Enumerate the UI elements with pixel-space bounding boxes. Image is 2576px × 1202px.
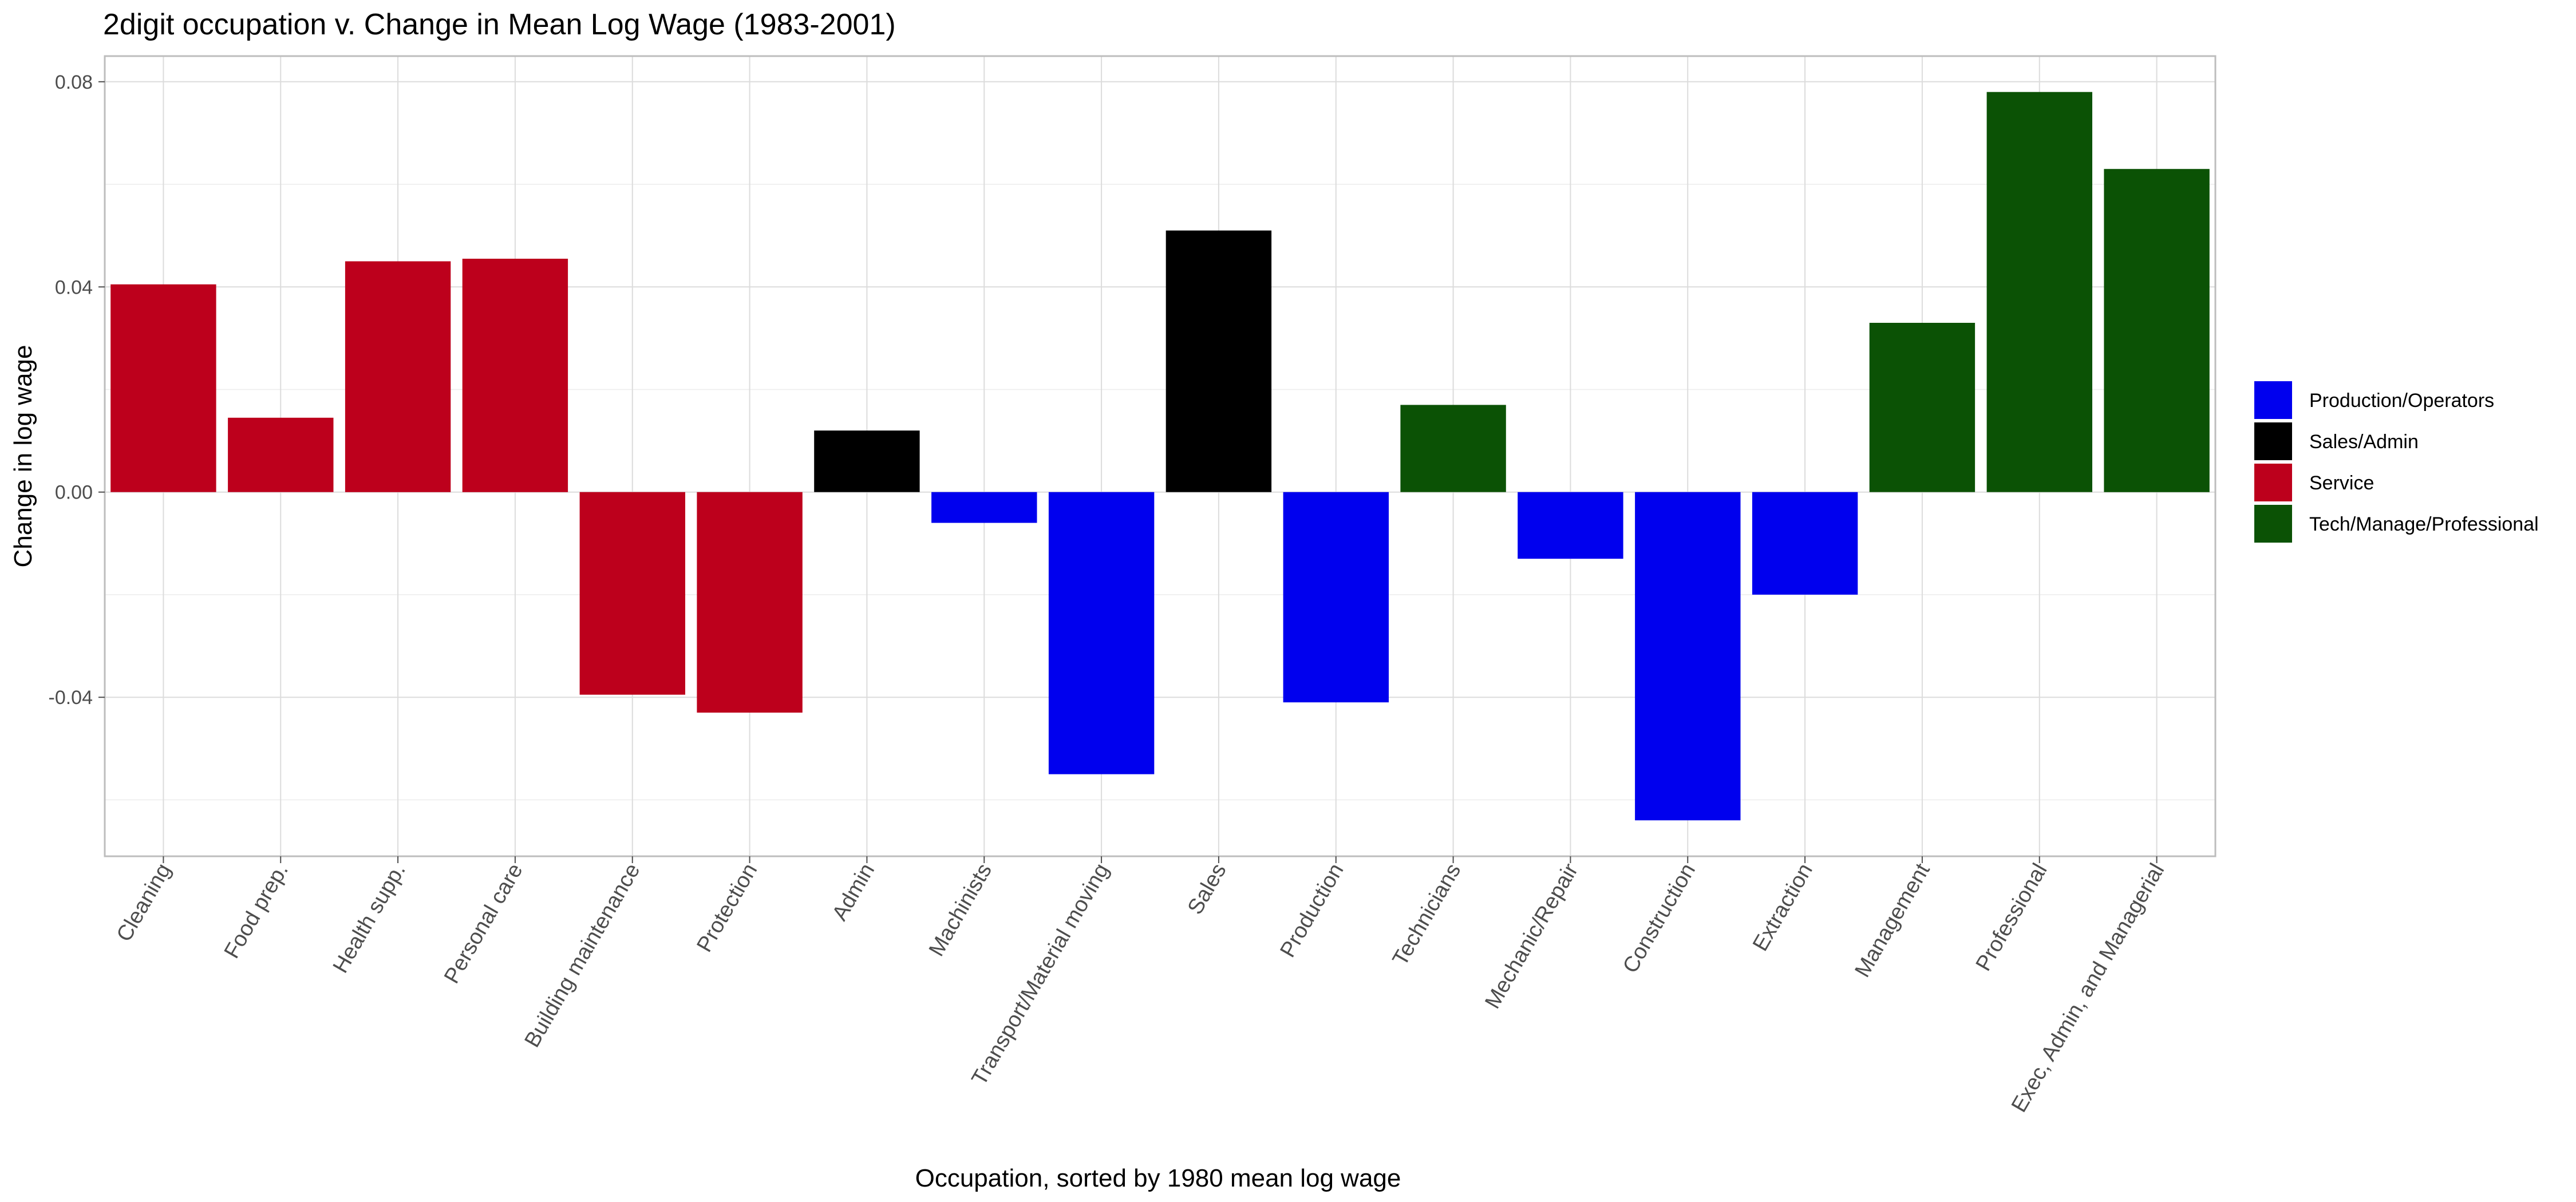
- legend-label: Sales/Admin: [2309, 431, 2419, 453]
- bar-transport-material-moving: [1048, 492, 1155, 774]
- bar-construction: [1635, 492, 1741, 821]
- bar-management: [1869, 323, 1976, 492]
- bar-professional: [1986, 92, 2092, 492]
- x-axis-title: Occupation, sorted by 1980 mean log wage: [915, 1164, 1401, 1192]
- y-tick-label: 0.00: [55, 482, 93, 504]
- y-axis-ticks: -0.04 0.00 0.04 0.08: [49, 72, 105, 709]
- bar-machinists: [931, 492, 1037, 523]
- bar-cleaning: [110, 284, 216, 492]
- bar-building-maintenance: [579, 492, 685, 695]
- y-tick-label: -0.04: [49, 687, 93, 709]
- legend: Production/Operators Sales/Admin Service Te…: [2254, 381, 2539, 543]
- legend-label: Service: [2309, 472, 2374, 494]
- bar-health-supp: [345, 261, 451, 492]
- y-tick-label: 0.08: [55, 72, 93, 93]
- plot-panel-border: [104, 55, 2217, 857]
- legend-key: [2254, 381, 2292, 419]
- bar-mechanic-repair: [1518, 492, 1623, 559]
- legend-label: Production/Operators: [2309, 390, 2494, 412]
- bar-sales: [1165, 230, 1272, 492]
- bar-exec-admin-and-managerial: [2104, 169, 2210, 492]
- legend-key: [2254, 422, 2292, 460]
- y-axis-title: Change in log wage: [9, 345, 37, 568]
- bar-personal-care: [462, 259, 568, 492]
- y-tick-label: 0.04: [55, 276, 93, 298]
- chart-title: 2digit occupation v. Change in Mean Log …: [103, 8, 896, 41]
- legend-label: Tech/Manage/Professional: [2309, 513, 2539, 535]
- bar-production: [1283, 492, 1389, 703]
- bar-food-prep: [228, 417, 334, 492]
- bar-technicians: [1400, 405, 1506, 492]
- legend-key: [2254, 505, 2292, 543]
- legend-key: [2254, 464, 2292, 501]
- bar-protection: [697, 492, 803, 713]
- bar-admin: [814, 430, 920, 492]
- bar-extraction: [1752, 492, 1858, 595]
- bars: [110, 92, 2210, 821]
